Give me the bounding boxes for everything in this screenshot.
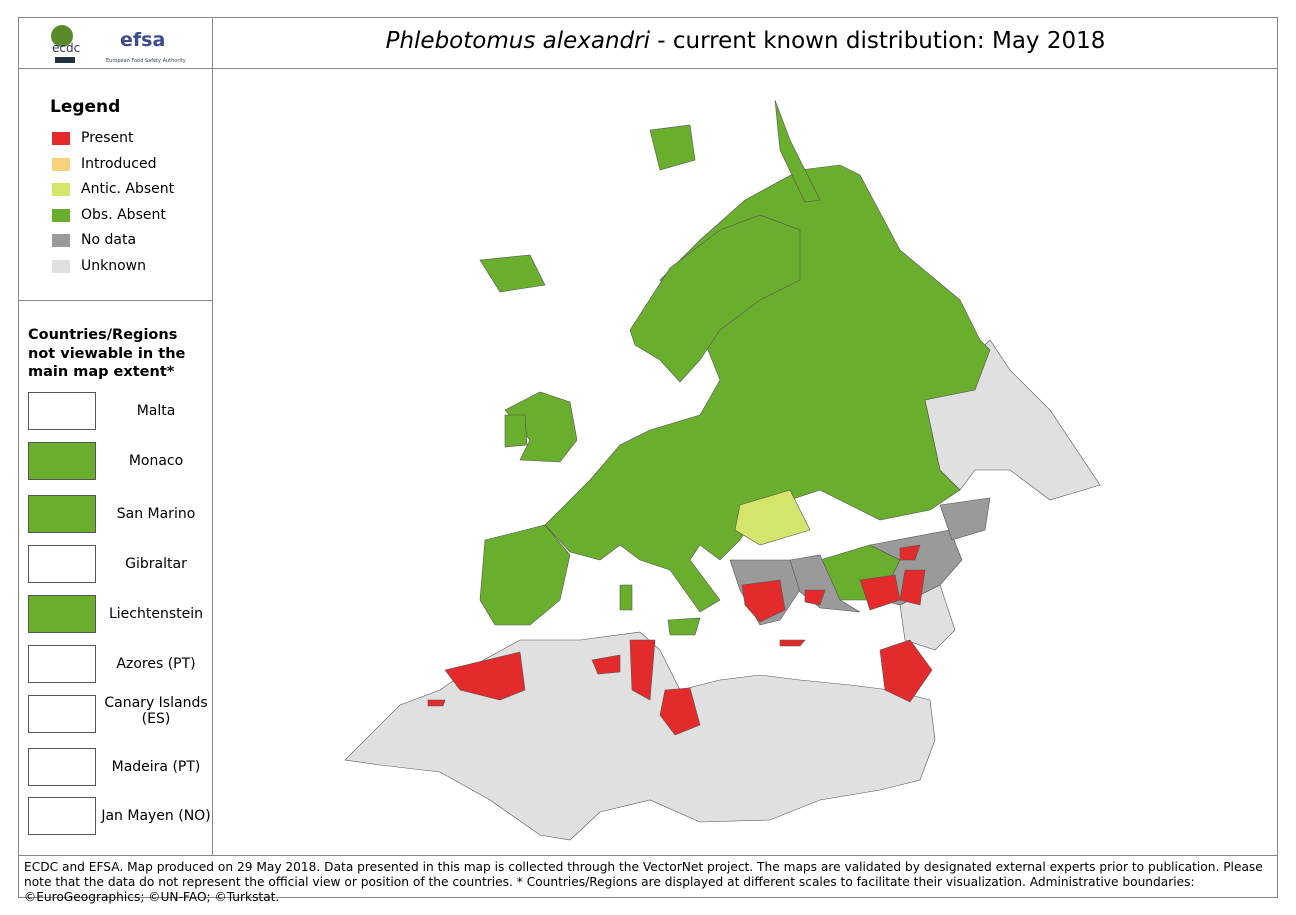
ecdc-globe xyxy=(51,25,73,47)
inset-label: Gibraltar xyxy=(125,556,187,572)
legend-label: Present xyxy=(81,130,134,146)
legend-swatch xyxy=(52,208,70,222)
inset-box xyxy=(28,797,96,835)
legend-label: Introduced xyxy=(81,155,157,172)
footer-note: ECDC and EFSA. Map produced on 29 May 20… xyxy=(24,860,1263,904)
inset-label: Malta xyxy=(136,403,176,419)
inset-label: Canary Islands (ES) xyxy=(104,695,208,727)
ecdc-logo: ecdc xyxy=(52,41,80,55)
legend-swatch xyxy=(52,260,70,273)
divider xyxy=(212,17,213,855)
legend-title: Legend xyxy=(50,97,121,117)
obs-absent-areas xyxy=(479,99,991,636)
inset-box xyxy=(28,545,96,583)
map xyxy=(344,99,1101,841)
legend-swatch xyxy=(52,234,70,248)
legend-swatch xyxy=(52,183,70,197)
logos: ecdc efsa European Food Safety Authority xyxy=(51,25,186,64)
divider xyxy=(18,855,1278,856)
antic-absent-area xyxy=(734,489,811,546)
legend-swatch xyxy=(52,157,70,171)
frame xyxy=(18,17,1278,898)
eu-flag xyxy=(55,57,75,63)
inset-label: Monaco xyxy=(128,453,184,469)
inset-label: Azores (PT) xyxy=(116,656,196,672)
divider xyxy=(18,68,1278,69)
insets-title: Countries/Regions not viewable in the ma… xyxy=(28,327,186,380)
efsa-logo: efsa xyxy=(120,29,165,51)
inset-box xyxy=(28,645,96,683)
inset-box xyxy=(28,392,96,430)
title-rest: - current known distribution: May 2018 xyxy=(649,28,1106,54)
efsa-subtitle: European Food Safety Authority xyxy=(106,58,186,64)
inset-box xyxy=(28,748,96,786)
species-name: Phlebotomus alexandri xyxy=(385,28,650,54)
inset-label: Jan Mayen (NO) xyxy=(101,808,211,824)
legend-label: Antic. Absent xyxy=(81,181,175,198)
inset-box xyxy=(28,695,96,733)
divider xyxy=(18,300,212,301)
legend-label: Obs. Absent xyxy=(81,206,166,223)
inset-box xyxy=(28,495,96,533)
inset-label: Liechtenstein xyxy=(108,606,203,622)
present-areas xyxy=(427,544,933,736)
inset-box xyxy=(28,595,96,633)
inset-label: San Marino xyxy=(116,506,196,522)
legend-swatch xyxy=(52,132,70,145)
map-title: Phlebotomus alexandri - current known di… xyxy=(213,28,1278,54)
inset-box xyxy=(28,442,96,480)
legend-label: Unknown xyxy=(81,258,146,274)
legend-label: No data xyxy=(81,232,137,249)
inset-label: Madeira (PT) xyxy=(111,759,201,775)
